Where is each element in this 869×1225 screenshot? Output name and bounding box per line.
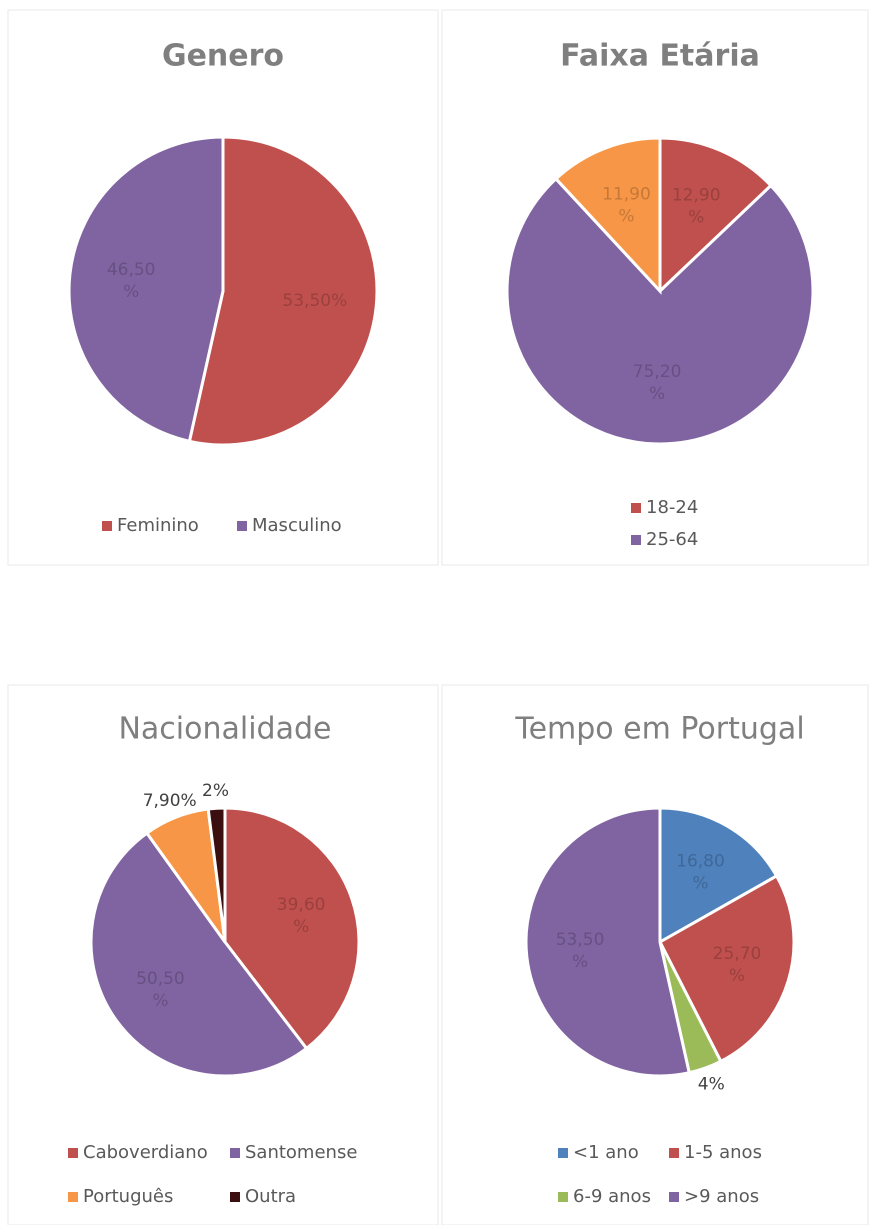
legend-label: >9 anos — [684, 1186, 759, 1207]
pie-slice — [658, 873, 796, 1064]
data-label: 25,70% — [713, 944, 762, 986]
panel — [7, 684, 439, 1225]
chart-title: Faixa Etária — [560, 39, 760, 74]
legend-swatch — [102, 521, 112, 531]
legend-swatch — [669, 1148, 679, 1158]
legend-swatch — [558, 1192, 568, 1202]
legend-label: 1-5 anos — [684, 1142, 762, 1163]
pie-slice — [658, 806, 779, 945]
pie-slice — [553, 136, 662, 295]
pie-slice — [524, 806, 692, 1078]
data-label: 16,80% — [676, 852, 725, 894]
panel — [7, 9, 439, 566]
data-label: 53,50% — [282, 291, 347, 311]
pie-slice — [223, 806, 361, 1051]
pie-slice — [206, 806, 227, 943]
legend-swatch — [230, 1148, 240, 1158]
pie-slice — [658, 136, 773, 295]
data-label: 50,50% — [136, 969, 185, 1011]
pie-slice — [505, 176, 815, 446]
legend-label: Santomense — [245, 1142, 357, 1163]
legend-swatch — [558, 1148, 568, 1158]
legend-swatch — [68, 1148, 78, 1158]
legend-label: Português — [83, 1186, 173, 1207]
pie-slice — [67, 135, 225, 444]
data-label: 11,90% — [602, 185, 651, 227]
data-label: 7,90% — [143, 791, 197, 811]
legend-label: Caboverdiano — [83, 1142, 208, 1163]
data-label: 53,50% — [556, 930, 605, 972]
legend-swatch — [237, 521, 247, 531]
legend-swatch — [669, 1192, 679, 1202]
legend-label: Masculino — [252, 515, 342, 536]
legend-label: 18-24 — [646, 497, 698, 518]
legend-swatch — [631, 535, 641, 545]
data-label: 4% — [698, 1074, 725, 1094]
panel — [441, 9, 869, 566]
data-label: 12,90% — [672, 186, 721, 228]
chart-title: Genero — [162, 39, 284, 74]
data-label: 46,50% — [107, 260, 156, 302]
legend-label: 6-9 anos — [573, 1186, 651, 1207]
legend-swatch — [631, 503, 641, 513]
legend-label: 25-64 — [646, 529, 698, 550]
legend-swatch — [230, 1192, 240, 1202]
legend-label: Feminino — [117, 515, 199, 536]
data-label: 75,20% — [633, 362, 682, 404]
chart-title: Tempo em Portugal — [514, 712, 804, 747]
legend-swatch — [68, 1192, 78, 1202]
legend-label: Outra — [245, 1186, 296, 1207]
data-label: 39,60% — [277, 895, 326, 937]
data-label: 2% — [202, 781, 229, 801]
chart-title: Nacionalidade — [118, 712, 331, 747]
legend-label: <1 ano — [573, 1142, 639, 1163]
pie-slice — [89, 831, 309, 1078]
pie-slice — [187, 135, 379, 447]
panel — [441, 684, 869, 1225]
